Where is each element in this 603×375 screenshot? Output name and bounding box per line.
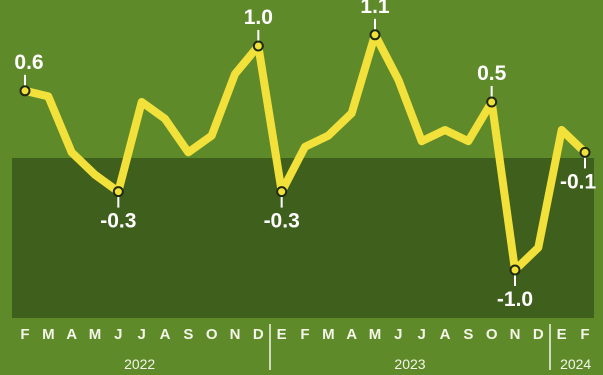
data-point-marker — [509, 264, 521, 276]
month-tick-label: A — [346, 326, 357, 343]
month-tick-label: J — [394, 326, 402, 343]
data-point-marker — [369, 29, 381, 41]
data-label: -1.0 — [497, 288, 533, 311]
month-tick-label: F — [580, 326, 589, 343]
data-label: 1.1 — [360, 0, 390, 18]
data-label: 0.5 — [477, 62, 507, 85]
data-label: 1.0 — [244, 6, 273, 29]
year-label-2022: 2022 — [124, 356, 155, 372]
month-tick-label: N — [230, 326, 241, 343]
data-label: -0.1 — [560, 170, 597, 193]
year-label-2023: 2023 — [394, 356, 425, 372]
month-tick-label: M — [369, 326, 382, 343]
month-tick-label: S — [463, 326, 473, 343]
month-tick-label: D — [533, 326, 544, 343]
month-tick-label: J — [417, 326, 425, 343]
data-point-marker — [486, 96, 498, 108]
month-tick-label: M — [322, 326, 335, 343]
data-point-marker — [579, 146, 591, 158]
month-tick-label: F — [300, 326, 309, 343]
month-tick-label: E — [557, 326, 567, 343]
month-tick-label: M — [42, 326, 55, 343]
data-point-marker — [252, 40, 264, 52]
month-tick-label: O — [486, 326, 498, 343]
year-label-2024: 2024 — [560, 356, 591, 372]
month-tick-label: M — [89, 326, 102, 343]
month-tick-label: J — [137, 326, 145, 343]
month-tick-label: A — [160, 326, 171, 343]
data-label: 0.6 — [14, 51, 43, 74]
data-point-marker — [19, 85, 31, 97]
month-tick-label: F — [20, 326, 29, 343]
month-tick-label: S — [183, 326, 193, 343]
month-tick-label: A — [66, 326, 77, 343]
data-point-marker — [112, 186, 124, 198]
month-tick-label: E — [277, 326, 287, 343]
data-label: -0.3 — [264, 210, 300, 233]
data-label: -0.3 — [100, 210, 136, 233]
month-tick-label: O — [206, 326, 218, 343]
month-tick-label: J — [114, 326, 122, 343]
month-tick-label: A — [440, 326, 451, 343]
month-tick-label: N — [510, 326, 521, 343]
data-point-marker — [276, 186, 288, 198]
month-tick-label: D — [253, 326, 264, 343]
